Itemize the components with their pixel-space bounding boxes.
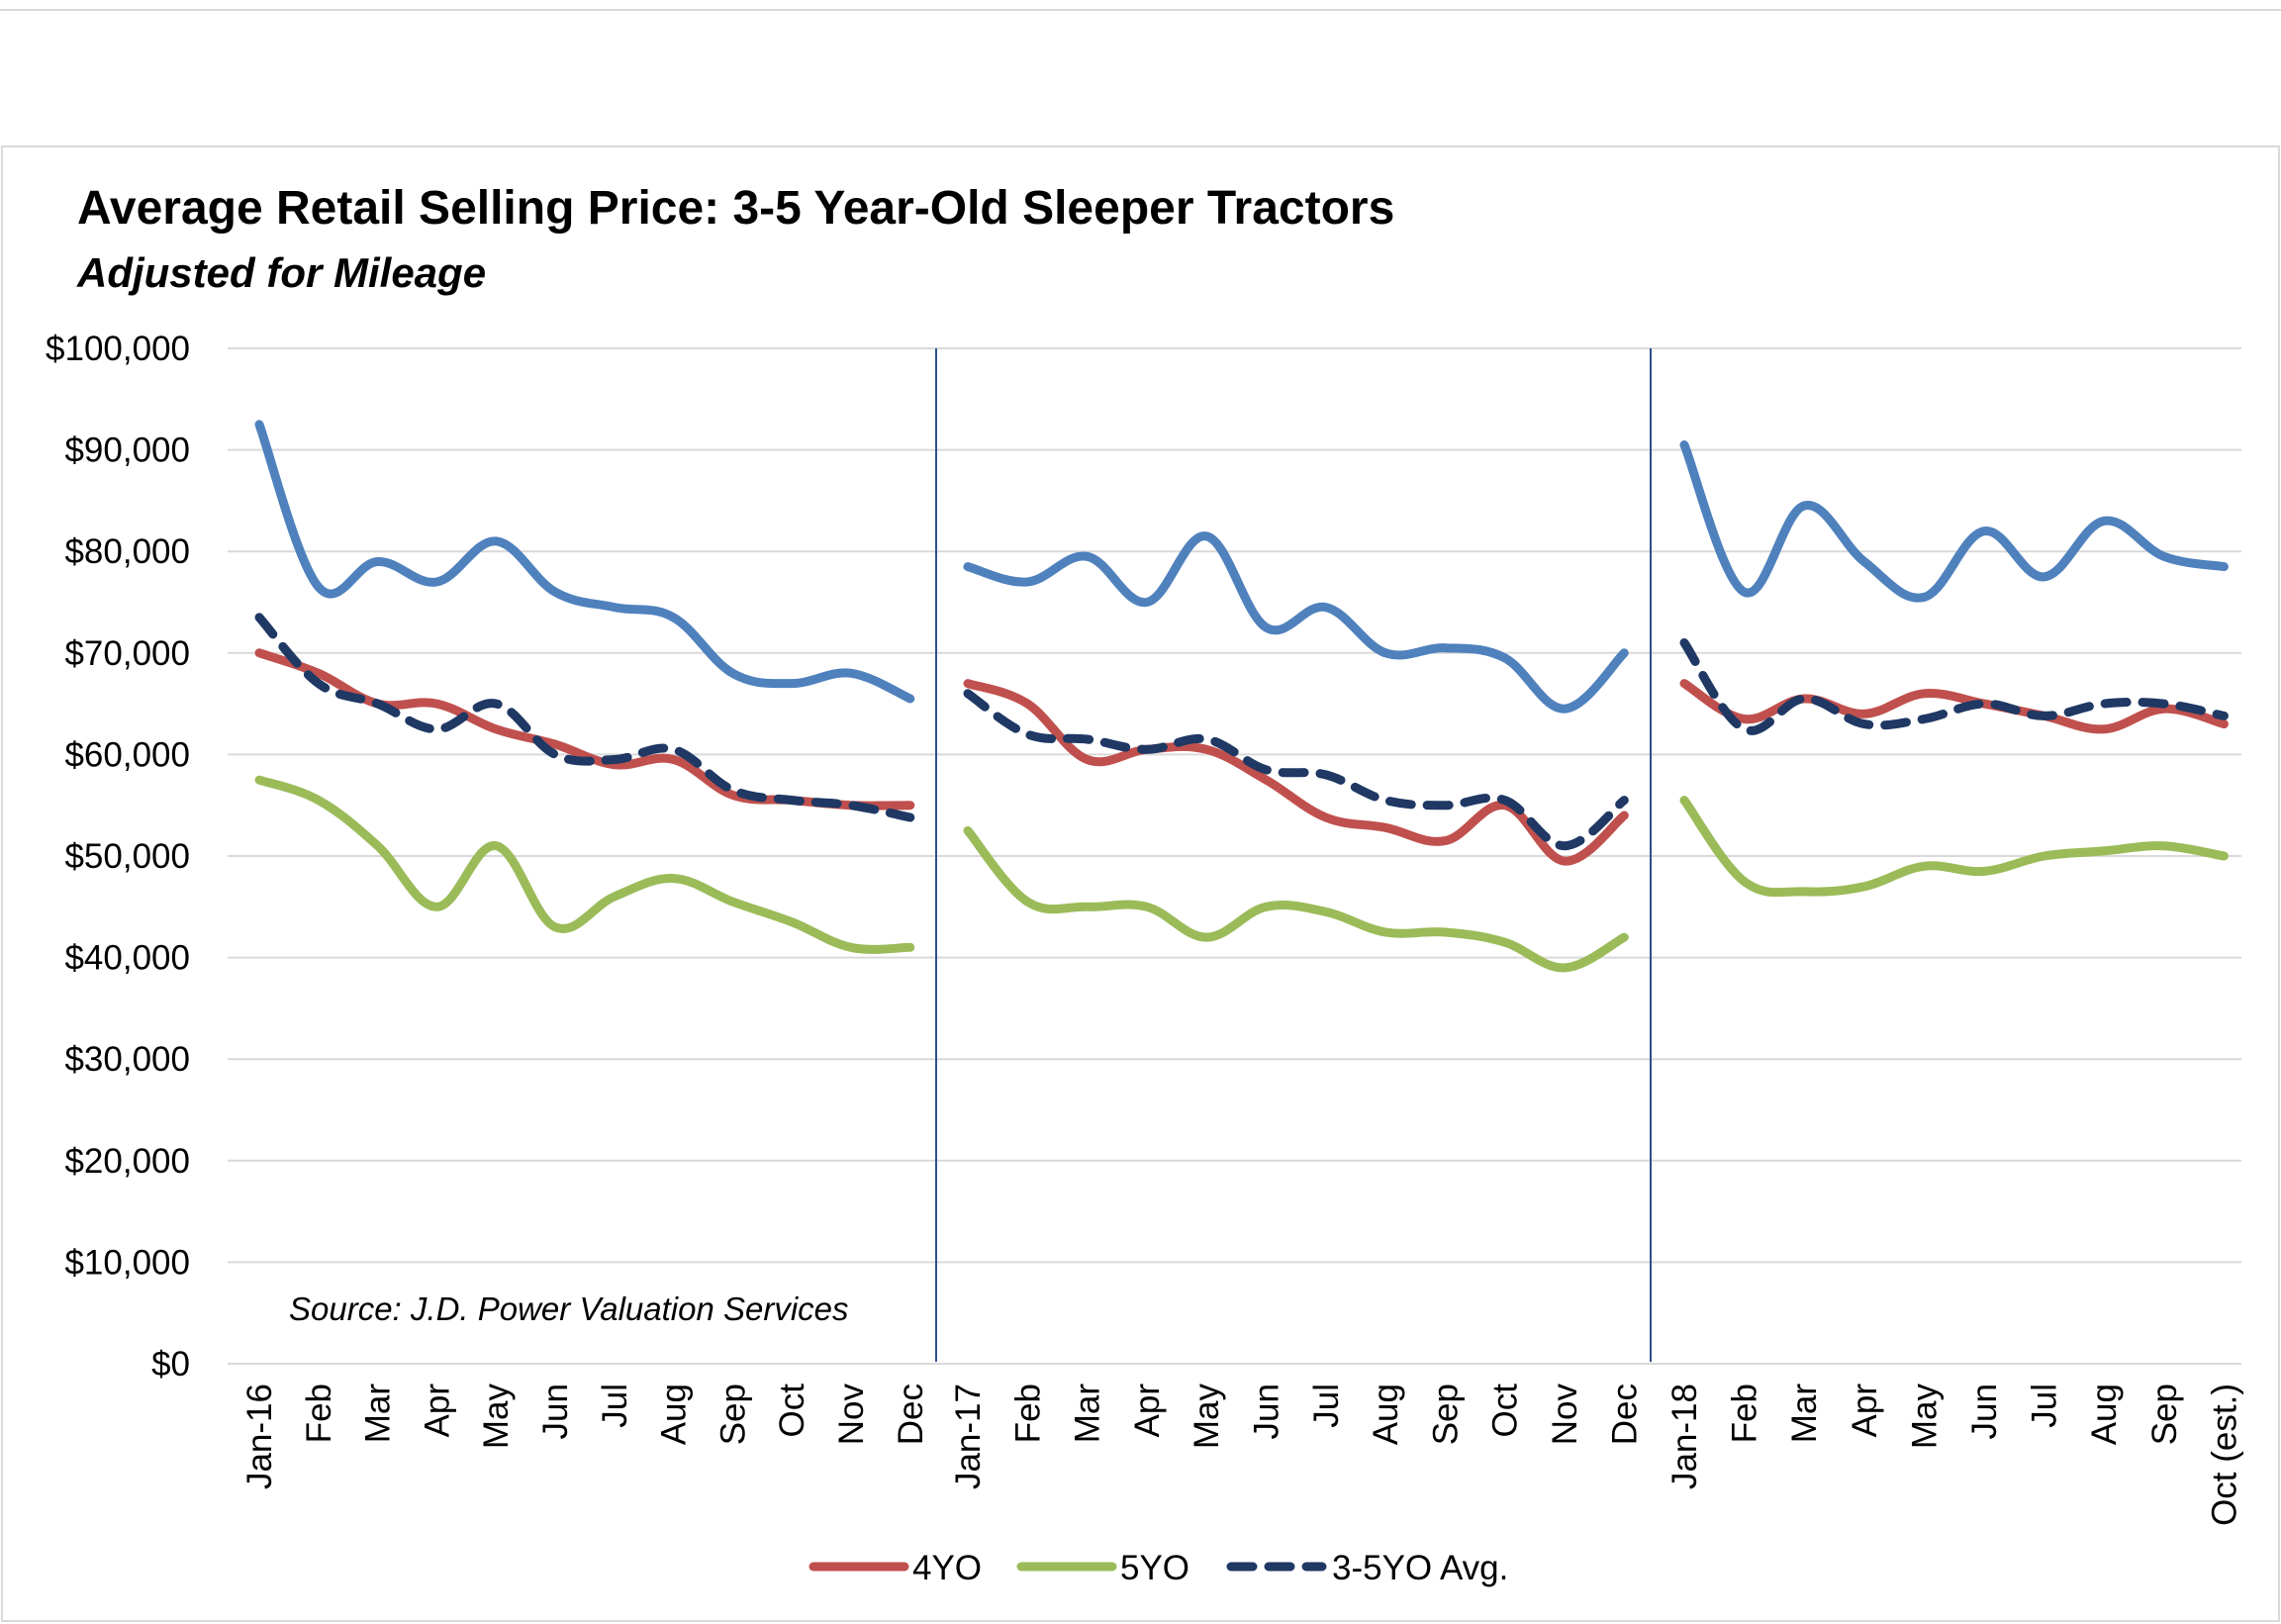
x-tick-label: Mar: [359, 1384, 398, 1444]
period-dividers: [935, 348, 1652, 1362]
x-tick-label: Dec: [1605, 1384, 1644, 1445]
series-line-3yo: [1679, 440, 2229, 603]
gridlines: [228, 347, 2241, 1365]
y-axis-ticks: $0 $10,000 $20,000 $30,000 $40,000 $50,000 $60…: [46, 330, 190, 1384]
chart-title: Average Retail Selling Price: 3-5 Year-O…: [77, 182, 1394, 235]
series-line-5yo: [963, 825, 1629, 973]
series-line-avg: [963, 689, 1629, 851]
x-axis-ticks: Jan-16 Feb Mar Apr May Jun Jul Aug Sep Oct Nov Dec J…: [240, 1384, 2243, 1526]
series-line-4yo: [963, 679, 1629, 866]
x-tick-label: Jul: [1307, 1384, 1346, 1428]
y-tick-label: $30,000: [64, 1040, 190, 1079]
x-tick-label: Oct: [1486, 1384, 1525, 1438]
x-tick-label: Oct (est.): [2205, 1384, 2243, 1526]
x-tick-label: Mar: [1785, 1384, 1824, 1444]
legend: 4YO 5YO 3-5YO Avg.: [808, 1549, 1508, 1587]
legend-label-4yo: 4YO: [912, 1549, 982, 1587]
x-tick-label: Nov: [832, 1384, 871, 1446]
y-tick-label: $20,000: [64, 1142, 190, 1181]
x-tick-label: Sep: [2145, 1384, 2184, 1445]
x-tick-label: Oct: [773, 1384, 811, 1438]
x-tick-label: Jan-16: [240, 1384, 279, 1489]
x-tick-label: Aug: [655, 1384, 694, 1445]
y-tick-label: $70,000: [64, 634, 190, 673]
x-tick-label: Apr: [1128, 1384, 1167, 1438]
x-tick-label: Jul: [596, 1384, 634, 1428]
x-tick-label: Apr: [418, 1384, 456, 1438]
series-line-4yo: [1679, 679, 2229, 734]
x-tick-label: Jan-17: [949, 1384, 988, 1489]
x-tick-label: Jun: [1248, 1384, 1286, 1439]
x-tick-label: Aug: [1367, 1384, 1405, 1445]
x-tick-label: May: [1188, 1384, 1226, 1450]
y-tick-label: $60,000: [64, 735, 190, 774]
chart-subtitle: Adjusted for Mileage: [76, 249, 486, 296]
y-tick-label: $80,000: [64, 532, 190, 571]
x-tick-label: Jul: [2026, 1384, 2064, 1428]
y-tick-label: $50,000: [64, 837, 190, 876]
legend-label-5yo: 5YO: [1120, 1549, 1189, 1587]
x-tick-label: Mar: [1069, 1384, 1107, 1444]
x-tick-label: Feb: [1726, 1384, 1764, 1443]
series-line-3yo: [254, 420, 915, 704]
x-tick-label: Jan-18: [1665, 1384, 1704, 1489]
x-tick-label: Apr: [1846, 1384, 1884, 1438]
y-tick-label: $10,000: [64, 1243, 190, 1282]
series-line-3yo: [963, 531, 1629, 714]
x-tick-label: May: [477, 1384, 516, 1450]
series-line-avg: [254, 613, 915, 822]
legend-label-avg: 3-5YO Avg.: [1332, 1549, 1508, 1587]
y-tick-label: $100,000: [46, 330, 190, 368]
chart-area-border: [1, 145, 2280, 1622]
y-tick-label: $40,000: [64, 939, 190, 978]
x-tick-label: Jun: [536, 1384, 575, 1439]
y-tick-label: $0: [151, 1345, 190, 1384]
series-lines: [254, 420, 2229, 973]
x-tick-label: Sep: [1426, 1384, 1465, 1445]
y-tick-label: $90,000: [64, 431, 190, 470]
series-line-5yo: [254, 775, 915, 954]
x-tick-label: Sep: [713, 1384, 752, 1445]
x-tick-label: Feb: [1008, 1384, 1047, 1443]
x-tick-label: May: [1905, 1384, 1944, 1450]
x-tick-label: Feb: [300, 1384, 338, 1443]
x-tick-label: Aug: [2085, 1384, 2124, 1445]
x-tick-label: Dec: [892, 1384, 930, 1445]
source-annotation: Source: J.D. Power Valuation Services: [289, 1290, 849, 1327]
series-line-avg: [1679, 638, 2229, 735]
x-tick-label: Jun: [1965, 1384, 2004, 1439]
x-tick-label: Nov: [1546, 1384, 1584, 1446]
series-line-5yo: [1679, 796, 2229, 898]
